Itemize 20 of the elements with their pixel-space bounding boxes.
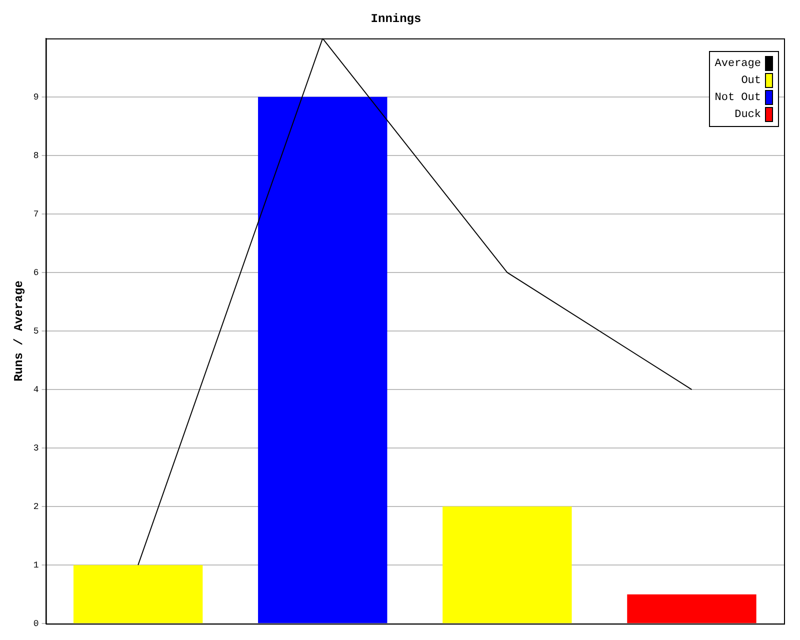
y-tick-label: 3 [33, 443, 39, 454]
bar [627, 594, 756, 624]
y-tick-label: 7 [33, 209, 39, 220]
y-tick-label: 2 [33, 502, 39, 512]
legend-label: Average [714, 58, 761, 70]
y-tick-label: 6 [33, 268, 39, 278]
y-tick-label: 8 [33, 150, 39, 161]
y-tick-label: 1 [33, 560, 39, 570]
chart-title: Innings [370, 12, 422, 26]
y-tick-label: 0 [33, 618, 39, 629]
legend-label: Out [741, 74, 761, 86]
bar [442, 506, 572, 624]
y-tick-label: 5 [33, 326, 39, 336]
legend-label: Duck [734, 108, 761, 120]
y-axis-title: Runs / Average [12, 280, 26, 382]
y-tick-label: 9 [33, 92, 39, 102]
bar [258, 96, 388, 624]
bar [73, 565, 203, 624]
y-tick-label: 4 [33, 384, 39, 395]
legend-label: Not Out [714, 92, 761, 104]
